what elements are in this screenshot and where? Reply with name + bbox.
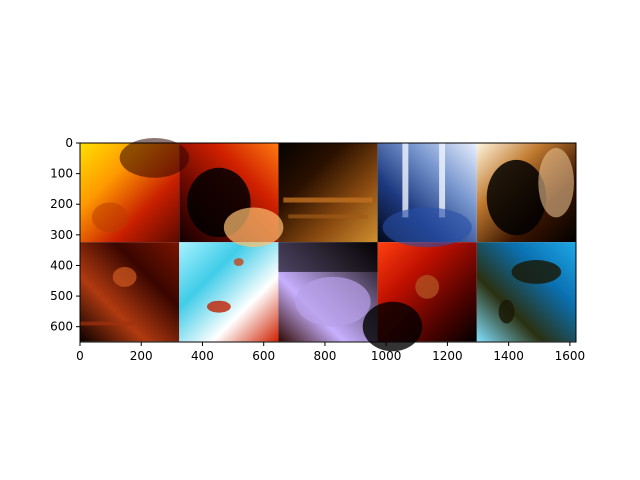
tile-shadow (486, 159, 547, 236)
image-tile-0-2 (278, 143, 378, 243)
x-tick-label: 1400 (493, 349, 524, 363)
y-tick-label: 100 (50, 167, 73, 181)
tile-shadow (91, 202, 128, 233)
y-tick-label: 0 (65, 136, 73, 150)
x-tick-label: 600 (252, 349, 275, 363)
x-tick-label: 800 (313, 349, 336, 363)
image-tile-1-1 (179, 242, 279, 342)
x-tick-label: 1200 (432, 349, 463, 363)
tile-highlight (402, 143, 409, 218)
x-tick-label: 1000 (371, 349, 402, 363)
x-tick-label: 0 (76, 349, 84, 363)
x-tick-label: 200 (130, 349, 153, 363)
axes-frame (79, 142, 577, 343)
image-tile-1-0 (80, 242, 180, 342)
tile-highlight (223, 207, 284, 248)
tile-speck (233, 258, 244, 267)
tile-highlight (295, 276, 371, 327)
y-tick-label: 600 (50, 320, 73, 334)
tile-highlight (439, 143, 446, 218)
tile-highlight (538, 147, 575, 218)
y-tick-label: 500 (50, 289, 73, 303)
tile-speck (206, 300, 231, 313)
tile-shadow (382, 207, 472, 248)
tile-highlight (415, 274, 440, 299)
tile-shadow (511, 260, 562, 284)
x-axis: 0 200 400 600 800 1000 1200 1400 1600 (76, 342, 585, 363)
x-tick-label: 400 (191, 349, 214, 363)
tile-shadow (498, 299, 515, 324)
y-tick-label: 200 (50, 197, 73, 211)
tile-shadow (278, 242, 378, 272)
y-axis: 0 100 200 300 400 500 600 (50, 136, 80, 334)
tile-highlight (80, 321, 135, 326)
image-tile-1-4 (476, 242, 576, 342)
tile-shadow (119, 138, 190, 178)
tile-highlight (112, 266, 137, 287)
y-tick-label: 300 (50, 228, 73, 242)
y-tick-label: 400 (50, 258, 73, 272)
tile-highlight (288, 214, 368, 219)
x-tick-label: 1600 (555, 349, 586, 363)
tile-details (80, 138, 575, 352)
tile-shadow (362, 301, 423, 352)
tile-highlight (283, 197, 373, 203)
